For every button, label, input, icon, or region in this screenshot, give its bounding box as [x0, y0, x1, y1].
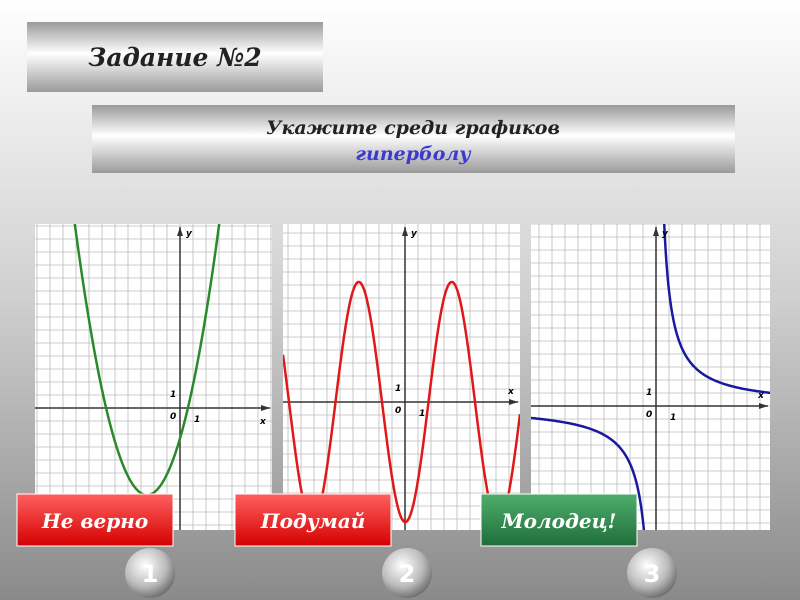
graph — [283, 224, 520, 530]
graph — [35, 224, 272, 530]
answer-number[interactable]: 3 — [644, 560, 661, 588]
x-label: x — [259, 417, 267, 427]
answer-button[interactable] — [382, 548, 432, 598]
task-box — [92, 105, 735, 173]
feedback-button[interactable] — [16, 493, 174, 547]
title-box — [27, 22, 323, 92]
feedback-text[interactable]: Не верно — [41, 509, 148, 533]
graph-bg — [283, 224, 520, 530]
graph-bg — [35, 224, 272, 530]
unit-x-label: 1 — [194, 415, 200, 425]
feedback-button[interactable] — [234, 493, 392, 547]
feedback-button[interactable] — [480, 493, 638, 547]
curve — [531, 224, 770, 530]
unit-x-label: 1 — [670, 413, 676, 423]
unit-y-label: 1 — [646, 388, 652, 398]
feedback-text[interactable]: Подумай — [260, 509, 366, 533]
unit-y-label: 1 — [395, 384, 401, 394]
origin-label: 0 — [646, 410, 652, 420]
answer-button[interactable] — [627, 548, 677, 598]
answer-number[interactable]: 1 — [142, 560, 159, 588]
unit-x-label: 1 — [419, 409, 425, 419]
unit-y-label: 1 — [170, 390, 176, 400]
y-label: y — [662, 229, 669, 239]
x-label: x — [757, 391, 765, 401]
x-label: x — [507, 387, 515, 397]
task-highlight: гиперболу — [355, 143, 472, 165]
graph — [531, 224, 770, 530]
graphs: y x 0 1 1 y x 0 1 1 y x 0 1 1 — [35, 224, 770, 530]
answer-button[interactable] — [125, 548, 175, 598]
options: Не верно 1 Подумай 2 Молодец! 3 — [16, 493, 677, 598]
origin-label: 0 — [170, 412, 176, 422]
origin-label: 0 — [395, 406, 401, 416]
y-label: y — [411, 229, 418, 239]
title: Задание №2 — [88, 43, 261, 72]
task-text: Укажите среди графиков — [266, 117, 560, 139]
y-label: y — [186, 229, 193, 239]
graph-bg — [531, 224, 770, 530]
feedback-text[interactable]: Молодец! — [501, 509, 617, 533]
answer-number[interactable]: 2 — [399, 560, 416, 588]
